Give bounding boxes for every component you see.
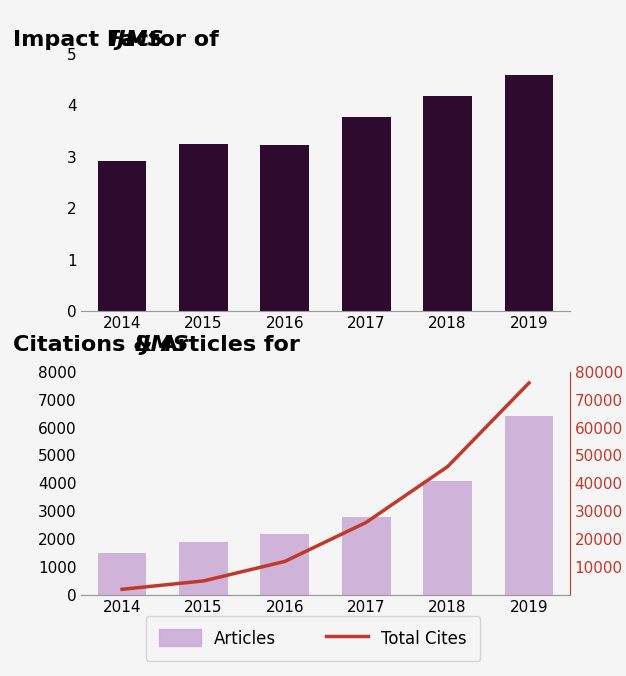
- Legend: Articles, Total Cites: Articles, Total Cites: [146, 616, 480, 661]
- Bar: [98, 553, 146, 595]
- Bar: [423, 481, 472, 595]
- Bar: [179, 542, 228, 595]
- Bar: [260, 145, 309, 311]
- Bar: [342, 517, 391, 595]
- Text: IJMS: IJMS: [110, 30, 164, 51]
- Bar: [98, 161, 146, 311]
- Bar: [260, 533, 309, 595]
- Bar: [505, 416, 553, 595]
- Bar: [179, 143, 228, 311]
- Bar: [342, 117, 391, 311]
- Bar: [505, 75, 553, 311]
- Text: IJMS: IJMS: [135, 335, 189, 355]
- Bar: [423, 96, 472, 311]
- Text: Impact Factor of: Impact Factor of: [13, 30, 226, 51]
- Text: Citations & Articles for: Citations & Articles for: [13, 335, 307, 355]
